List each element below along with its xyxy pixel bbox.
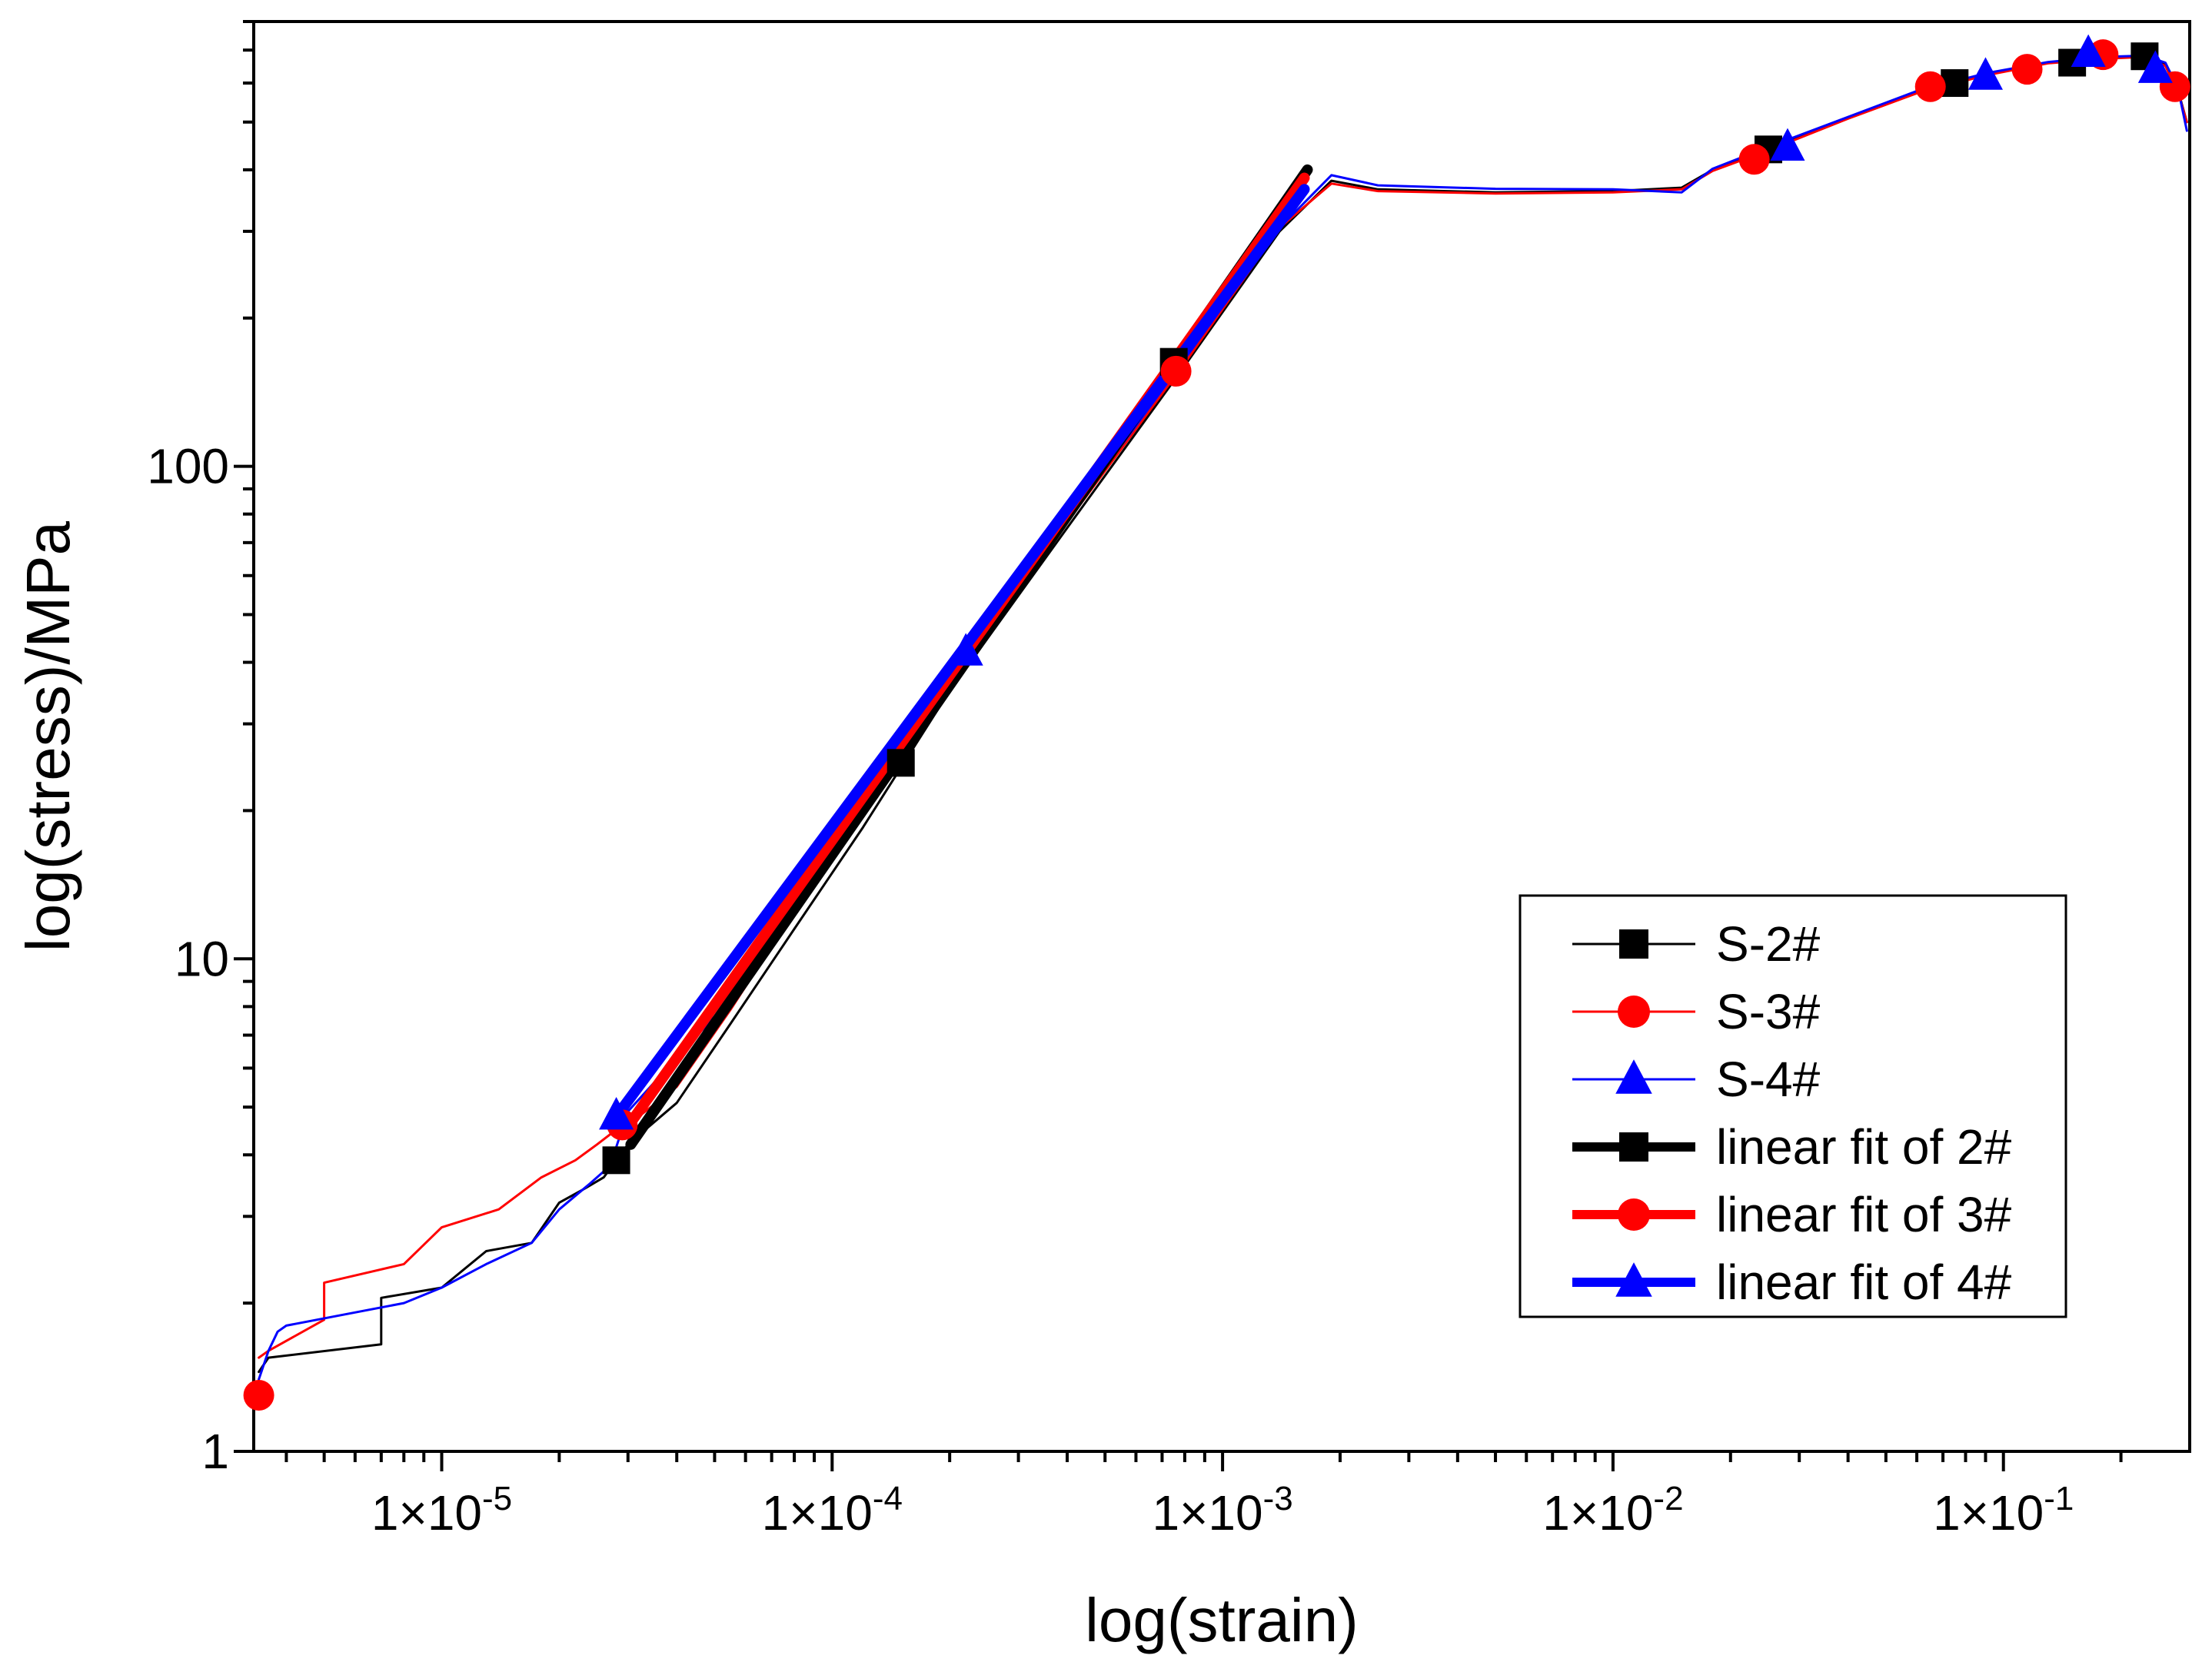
data-point-s-2- (1941, 69, 1969, 98)
ticks-layer (234, 20, 2123, 1471)
data-point-s-3- (243, 1379, 274, 1411)
y-tick-label: 10 (175, 931, 229, 986)
legend-label-s-4-: S-4# (1716, 1052, 1821, 1107)
x-tick-label: 1×10-1 (1933, 1480, 2074, 1541)
data-point-s-3- (1914, 71, 1946, 102)
x-tick-label: 1×10-3 (1152, 1480, 1292, 1541)
data-point-s-4- (2071, 34, 2106, 67)
y-tick-label: 1 (201, 1424, 229, 1479)
data-point-s-4- (1968, 57, 2003, 90)
legend-label-linear-fit-of-4-: linear fit of 4# (1716, 1255, 2012, 1310)
legend-marker-s-3- (1618, 996, 1650, 1028)
data-point-s-4- (599, 1096, 634, 1130)
y-axis-title: log(stress)/MPa (14, 520, 82, 952)
data-point-s-3- (1160, 355, 1192, 387)
data-point-s-4- (1770, 128, 1805, 161)
legend-label-linear-fit-of-3-: linear fit of 3# (1716, 1187, 2012, 1242)
series-line-s-3- (258, 55, 2188, 1359)
marker-layer (243, 34, 2190, 1411)
x-tick-label: 1×10-2 (1542, 1480, 1683, 1541)
tick-labels-layer: 1×10-5 1×10-4 1×10-3 1×10-2 1×10-1 1 10 100 (147, 439, 2074, 1541)
data-point-s-4- (948, 633, 983, 666)
data-point-s-2- (602, 1146, 630, 1175)
legend-marker-s-2- (1619, 929, 1648, 959)
legend-label-linear-fit-of-2-: linear fit of 2# (1716, 1119, 2012, 1175)
legend: S-2# S-3# S-4# linear fit of 2# linear fit o… (1518, 894, 2067, 1318)
legend-box (1518, 894, 2067, 1318)
legend-marker-linear-fit-of-4- (1615, 1262, 1652, 1297)
data-point-s-3- (1738, 144, 1770, 175)
legend-marker-s-4- (1615, 1059, 1652, 1094)
data-point-s-4- (2137, 50, 2173, 83)
legend-label-s-2-: S-2# (1716, 916, 1821, 972)
data-point-s-2- (886, 749, 915, 777)
legend-label-s-3-: S-3# (1716, 984, 1821, 1039)
x-tick-label: 1×10-4 (762, 1480, 903, 1541)
x-axis-title: log(strain) (1085, 1586, 1359, 1654)
legend-marker-linear-fit-of-3- (1618, 1198, 1650, 1231)
x-tick-label: 1×10-5 (371, 1480, 512, 1541)
legend-marker-linear-fit-of-2- (1619, 1132, 1648, 1162)
data-point-s-3- (2011, 54, 2043, 85)
y-tick-label: 100 (147, 439, 229, 494)
